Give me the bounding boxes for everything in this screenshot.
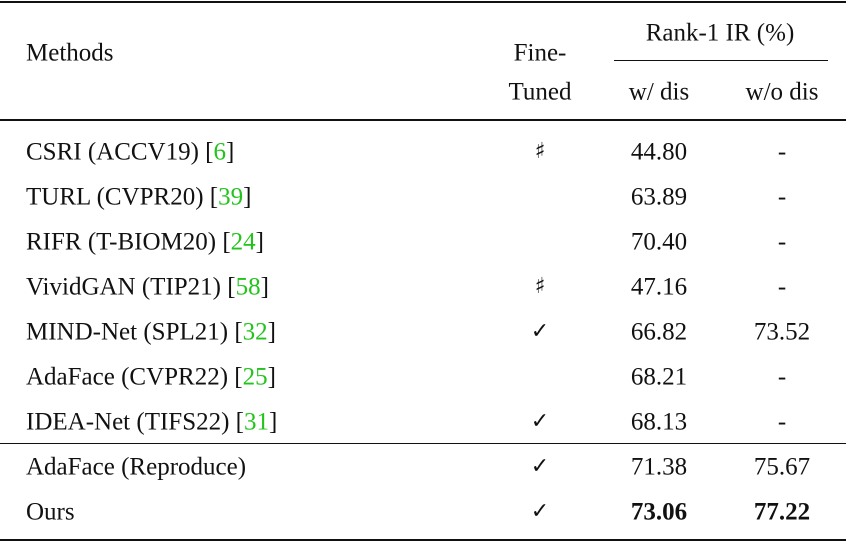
header-rule: [0, 119, 846, 121]
value-cell: 71.38: [630, 453, 688, 481]
method-text: ]: [255, 228, 264, 256]
header-fine-tuned: Tuned: [508, 78, 572, 106]
method-text: ]: [260, 273, 269, 301]
method-text: ]: [269, 408, 278, 436]
method-cell: Ours: [26, 500, 75, 525]
group-rule: [614, 60, 828, 61]
header-col: w/o dis: [745, 78, 819, 106]
method-text: CSRI (ACCV19) [: [26, 138, 214, 166]
method-cell: MIND-Net (SPL21) [32]: [26, 320, 276, 345]
method-text: ]: [226, 138, 235, 166]
header-col: w/ dis: [628, 78, 690, 106]
value-cell: -: [777, 228, 787, 256]
value-cell: 63.89: [630, 183, 688, 211]
value-cell: -: [777, 183, 787, 211]
fine-tuned-mark: ♯: [534, 274, 546, 299]
header-group: Rank-1 IR (%): [645, 19, 795, 47]
value-cell: 73.06: [630, 498, 688, 526]
method-cell: IDEA-Net (TIFS22) [31]: [26, 410, 277, 435]
method-text: AdaFace (Reproduce): [26, 453, 247, 481]
value-cell: 68.13: [630, 408, 688, 436]
value-cell: 68.21: [630, 363, 688, 391]
citation: 6: [213, 138, 227, 166]
value-cell: 66.82: [630, 318, 688, 346]
citation: 24: [230, 228, 256, 256]
method-cell: AdaFace (Reproduce): [26, 455, 246, 480]
top-rule: [0, 1, 846, 3]
method-text: RIFR (T-BIOM20) [: [26, 228, 231, 256]
header-methods: Methods: [26, 39, 114, 67]
method-text: TURL (CVPR20) [: [26, 183, 219, 211]
mid-rule: [0, 443, 846, 444]
method-cell: RIFR (T-BIOM20) [24]: [26, 230, 264, 255]
bottom-rule: [0, 539, 846, 541]
value-cell: 73.52: [753, 318, 811, 346]
citation: 39: [218, 183, 244, 211]
fine-tuned-mark: ✓: [530, 454, 550, 479]
fine-tuned-mark: ✓: [530, 409, 550, 434]
method-cell: TURL (CVPR20) [39]: [26, 185, 251, 210]
method-text: IDEA-Net (TIFS22) [: [26, 408, 245, 436]
fine-tuned-mark: ✓: [530, 499, 550, 524]
method-cell: VividGAN (TIP21) [58]: [26, 275, 269, 300]
value-cell: 77.22: [753, 498, 811, 526]
header-fine-tuned: Fine-: [513, 39, 567, 67]
method-text: ]: [243, 183, 252, 211]
value-cell: 47.16: [630, 273, 688, 301]
method-text: ]: [267, 318, 276, 346]
method-text: AdaFace (CVPR22) [: [26, 363, 243, 391]
value-cell: -: [777, 363, 787, 391]
fine-tuned-mark: ✓: [530, 319, 550, 344]
method-text: ]: [267, 363, 276, 391]
value-cell: 75.67: [753, 453, 811, 481]
citation: 58: [235, 273, 261, 301]
value-cell: 44.80: [630, 138, 688, 166]
citation: 32: [242, 318, 268, 346]
citation: 31: [244, 408, 270, 436]
value-cell: -: [777, 138, 787, 166]
method-text: MIND-Net (SPL21) [: [26, 318, 243, 346]
value-cell: -: [777, 408, 787, 436]
fine-tuned-mark: ♯: [534, 139, 546, 164]
method-cell: AdaFace (CVPR22) [25]: [26, 365, 276, 390]
method-cell: CSRI (ACCV19) [6]: [26, 140, 234, 165]
value-cell: 70.40: [630, 228, 688, 256]
value-cell: -: [777, 273, 787, 301]
method-text: VividGAN (TIP21) [: [26, 273, 236, 301]
citation: 25: [242, 363, 268, 391]
method-text: Ours: [26, 498, 75, 526]
